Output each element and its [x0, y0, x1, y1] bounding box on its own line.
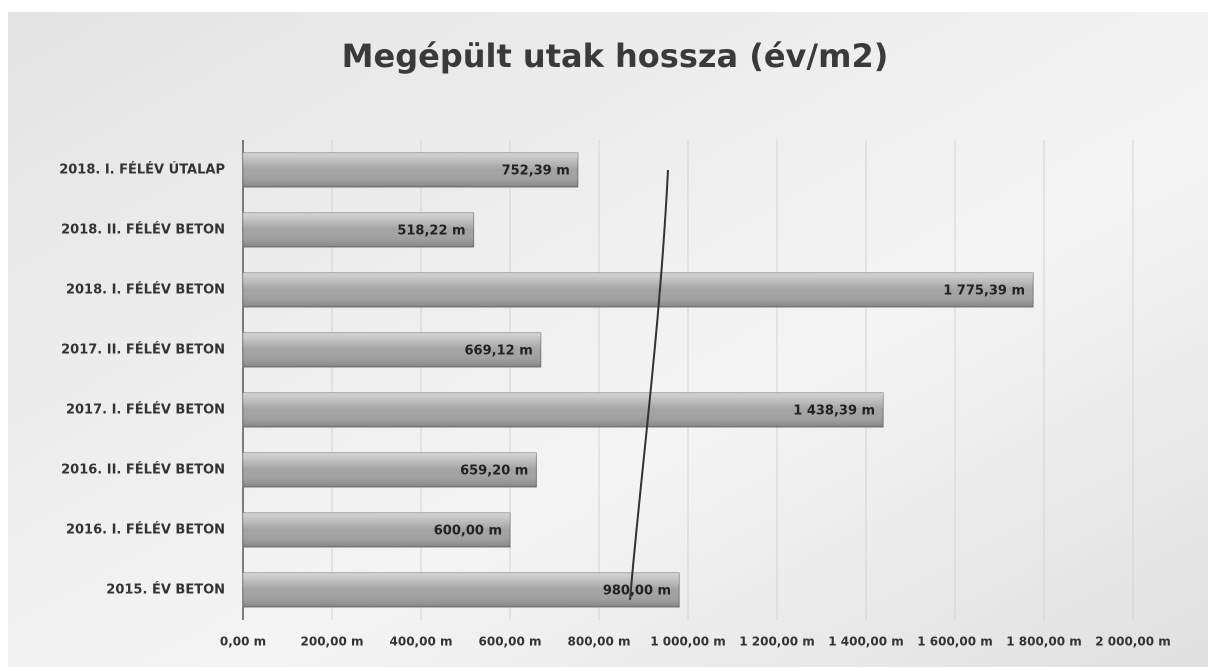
- y-tick-label: 2018. I. FÉLÉV BETON: [66, 282, 225, 298]
- bar-shine: [243, 453, 537, 487]
- background: [8, 12, 1208, 667]
- x-tick-label: 0,00 m: [220, 635, 266, 649]
- bar-shine: [243, 513, 510, 547]
- chart-title: Megépült utak hossza (év/m2): [342, 37, 889, 75]
- hand-drawn-line: [629, 169, 669, 601]
- x-tick-label: 2 000,00 m: [1095, 635, 1171, 649]
- x-tick-label: 1 400,00 m: [828, 635, 904, 649]
- y-tick-label: 2017. II. FÉLÉV BETON: [61, 342, 225, 358]
- bar-shine: [243, 153, 578, 187]
- x-tick-label: 600,00 m: [479, 635, 542, 649]
- y-tick-label: 2018. II. FÉLÉV BETON: [61, 222, 225, 238]
- x-tick-label: 1 200,00 m: [739, 635, 815, 649]
- y-tick-label: 2018. I. FÉLÉV ÚTALAP: [59, 162, 225, 178]
- value-label: 518,22 m: [397, 224, 465, 239]
- bar-shine: [243, 393, 884, 427]
- y-tick-label: 2016. II. FÉLÉV BETON: [61, 462, 225, 478]
- x-tick-label: 800,00 m: [568, 635, 631, 649]
- y-tick-label: 2016. I. FÉLÉV BETON: [66, 522, 225, 538]
- y-tick-label: 2015. ÉV BETON: [106, 582, 225, 598]
- x-tick-label: 1 800,00 m: [1006, 635, 1082, 649]
- x-tick-label: 200,00 m: [301, 635, 364, 649]
- value-label: 600,00 m: [434, 524, 502, 539]
- bar-shine: [243, 213, 474, 247]
- value-label: 752,39 m: [502, 164, 570, 179]
- value-label: 980,00 m: [603, 584, 671, 599]
- value-label: 659,20 m: [460, 464, 528, 479]
- value-label: 1 775,39 m: [943, 284, 1025, 299]
- bar-shine: [243, 273, 1034, 307]
- x-tick-label: 1 000,00 m: [650, 635, 726, 649]
- value-label: 1 438,39 m: [793, 404, 875, 419]
- y-tick-label: 2017. I. FÉLÉV BETON: [66, 402, 225, 418]
- x-tick-label: 400,00 m: [390, 635, 453, 649]
- value-label: 669,12 m: [465, 344, 533, 359]
- x-tick-label: 1 600,00 m: [917, 635, 993, 649]
- bar-shine: [243, 573, 680, 607]
- bar-shine: [243, 333, 541, 367]
